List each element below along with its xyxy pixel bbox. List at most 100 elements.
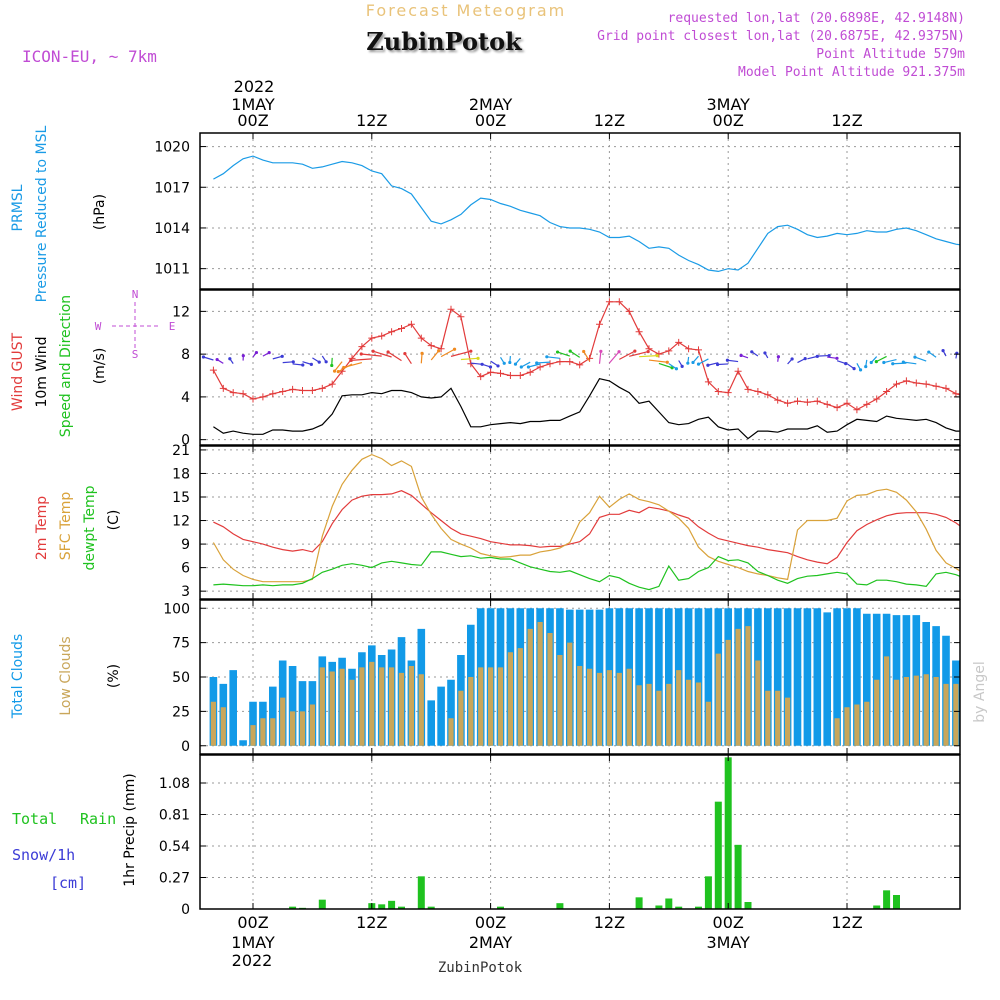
legend-wind-gust: Wind GUST <box>10 332 26 411</box>
x-tick-label-top: 00Z <box>237 111 268 130</box>
wind-arrow-head <box>665 360 669 364</box>
x-tick-label-top: 00Z <box>475 111 506 130</box>
bar-low-cloud <box>943 683 949 746</box>
wind-arrow-head <box>0 0 2 2</box>
wind-arrow <box>619 350 636 360</box>
gust-marker <box>358 343 366 351</box>
gust-marker <box>506 372 514 380</box>
bar-low-cloud <box>488 667 494 746</box>
gust-marker <box>269 390 277 398</box>
y-tick-label: 4 <box>181 390 190 406</box>
wind-arrow-head <box>254 350 259 355</box>
y-tick-label: 1017 <box>154 180 190 196</box>
x-tick-label-top: 00Z <box>713 111 744 130</box>
bar-total-cloud <box>447 679 455 746</box>
wind-arrow-head <box>715 362 720 367</box>
bar-low-cloud <box>626 668 632 746</box>
bar-total-cloud <box>704 608 713 746</box>
wind-arrow <box>361 353 382 357</box>
bar-low-cloud <box>587 668 593 746</box>
bar-low-cloud <box>369 661 375 746</box>
bar-low-cloud <box>993 705 998 746</box>
panel-frame <box>199 445 961 600</box>
bar-low-cloud <box>705 701 711 746</box>
gust-marker <box>962 393 969 400</box>
bar-total-cloud <box>635 608 643 746</box>
wind-arrow-head <box>776 355 781 359</box>
gust-marker <box>843 399 851 407</box>
bar-low-cloud <box>547 633 553 746</box>
wind-arrow-head <box>535 361 539 365</box>
ylabel-percent: (%) <box>106 664 122 688</box>
bar-low-cloud <box>606 670 612 746</box>
gust-marker <box>516 372 524 380</box>
bar-low-cloud <box>745 626 751 746</box>
y-tick-label: 0.27 <box>159 871 190 887</box>
bar-low-cloud <box>280 697 286 746</box>
bar-low-cloud <box>596 672 603 746</box>
gust-marker <box>665 347 673 355</box>
wind-arrow <box>480 363 491 368</box>
bar-low-cloud <box>636 685 642 746</box>
compass-e: E <box>169 320 176 333</box>
bar-low-cloud <box>893 679 900 746</box>
bar-rain <box>388 900 396 909</box>
bar-low-cloud <box>765 690 771 746</box>
point-altitude: Point Altitude 579m <box>816 47 965 62</box>
y-tick-label: 100 <box>163 601 190 617</box>
gust-marker <box>724 389 732 397</box>
wind-arrow-head <box>790 357 794 361</box>
gust-marker <box>368 334 376 342</box>
wind-arrow <box>707 362 719 366</box>
bar-rain <box>893 895 900 909</box>
wind-arrow <box>583 351 591 362</box>
wind-arrow-head <box>291 360 295 364</box>
legend-10m-wind: 10m Wind <box>34 336 50 407</box>
panel-0-content <box>200 133 960 289</box>
bar-low-cloud <box>408 666 414 746</box>
wind-arrow-head <box>0 0 2 2</box>
y-tick-label: 25 <box>172 704 190 720</box>
bar-total-cloud <box>437 686 445 746</box>
wind-arrow-head <box>324 360 328 364</box>
bar-rain <box>289 906 297 909</box>
gust-marker <box>873 395 881 403</box>
wind-arrow-head <box>386 350 390 354</box>
bar-low-cloud <box>715 653 721 746</box>
bar-low-cloud <box>933 677 939 746</box>
wind-arrow-head <box>901 360 905 364</box>
bar-low-cloud <box>557 655 563 746</box>
bar-low-cloud <box>290 711 296 746</box>
legend-low-clouds: Low Clouds <box>58 636 74 715</box>
legend-snow: Snow/1h <box>12 846 75 864</box>
bar-low-cloud <box>725 639 731 746</box>
wind-arrow-head <box>568 349 572 353</box>
y-tick-label: 1020 <box>154 140 190 156</box>
date-label-bottom: 2MAY <box>469 933 513 952</box>
bar-total-cloud <box>645 608 653 746</box>
y-tick-label: 0 <box>181 433 190 449</box>
gust-marker <box>813 397 821 405</box>
wind-arrow <box>557 351 570 357</box>
wind-arrow <box>272 355 283 360</box>
gust-marker <box>239 390 247 398</box>
bar-low-cloud <box>676 670 682 746</box>
wind-arrow <box>807 355 818 360</box>
bar-low-cloud <box>299 711 306 746</box>
requested-coords: requested lon,lat (20.6898E, 42.9148N) <box>668 11 965 26</box>
bar-low-cloud <box>329 671 335 746</box>
product-title: Forecast Meteogram <box>366 1 566 20</box>
closest-coords: Grid point closest lon,lat (20.6875E, 42… <box>597 29 965 44</box>
wind-arrow-head <box>437 349 441 353</box>
series-dewpt-temp <box>213 551 960 591</box>
wind-arrow <box>450 350 471 357</box>
wind-arrow-head <box>858 368 863 372</box>
legend-sfc-temp: SFC Temp <box>58 492 74 561</box>
gust-marker <box>417 334 425 342</box>
bar-low-cloud <box>686 679 692 746</box>
legend-2m-temp: 2m Temp <box>34 496 50 560</box>
date-label-top: 1MAY <box>231 95 275 114</box>
wind-arrow <box>470 362 483 365</box>
ylabel-ms: (m/s) <box>92 348 108 385</box>
